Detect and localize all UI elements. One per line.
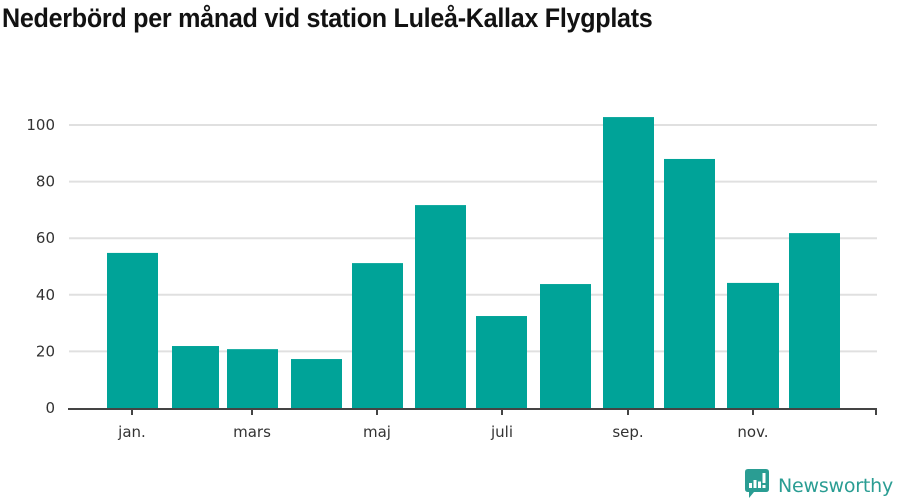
x-tick-label: juli bbox=[490, 423, 513, 441]
x-tick-label: mars bbox=[233, 423, 271, 441]
bar-juli[interactable] bbox=[476, 316, 527, 408]
y-axis-tick-labels: 0 20 40 60 80 100 bbox=[26, 116, 55, 417]
y-tick-label: 60 bbox=[36, 229, 55, 247]
bar-sep[interactable] bbox=[603, 117, 654, 409]
newsworthy-logo[interactable]: Newsworthy bbox=[745, 469, 893, 503]
y-tick-label: 0 bbox=[45, 399, 55, 417]
newsworthy-logo-icon bbox=[745, 469, 769, 503]
bar-aug[interactable] bbox=[540, 284, 591, 408]
y-tick-label: 80 bbox=[36, 173, 55, 191]
y-tick-label: 40 bbox=[36, 286, 55, 304]
bar-maj[interactable] bbox=[352, 263, 403, 408]
bar-juni[interactable] bbox=[415, 205, 466, 408]
y-tick-label: 100 bbox=[26, 116, 55, 134]
bar-dec[interactable] bbox=[789, 233, 840, 408]
y-tick-label: 20 bbox=[36, 342, 55, 360]
bar-nov[interactable] bbox=[727, 282, 779, 408]
bar-okt[interactable] bbox=[664, 158, 715, 408]
x-tick-label: jan. bbox=[117, 423, 146, 441]
x-tick-label: nov. bbox=[737, 423, 768, 441]
newsworthy-logo-text: Newsworthy bbox=[778, 475, 894, 497]
bar-mars[interactable] bbox=[227, 349, 278, 408]
bar-jan[interactable] bbox=[107, 252, 158, 408]
x-tick-label: maj bbox=[363, 423, 391, 441]
bar-apr[interactable] bbox=[291, 359, 342, 408]
bars bbox=[107, 117, 840, 409]
bar-feb[interactable] bbox=[172, 346, 219, 408]
x-axis: jan. mars maj juli sep. nov. bbox=[68, 408, 877, 441]
x-tick-label: sep. bbox=[612, 423, 643, 441]
chart-title: Nederbörd per månad vid station Luleå-Ka… bbox=[2, 3, 653, 33]
